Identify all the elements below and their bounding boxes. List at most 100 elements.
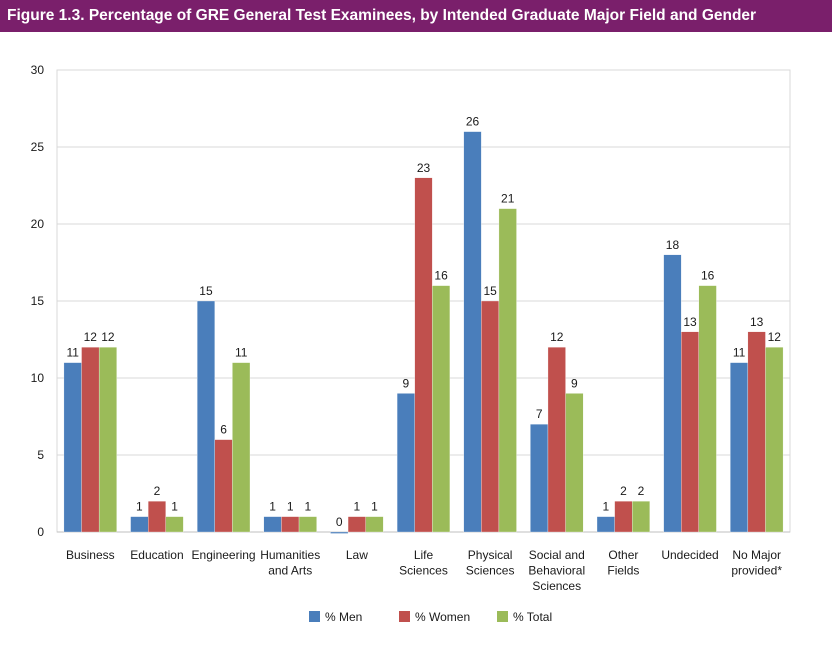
y-tick-label-0: 0 xyxy=(37,525,44,539)
data-label-men-engineering: 15 xyxy=(199,284,213,298)
bar-total-social-and-behavioral-sciences xyxy=(565,393,584,533)
data-label-women-law: 1 xyxy=(354,500,361,514)
data-label-women-undecided: 13 xyxy=(683,315,697,329)
legend-label-women: % Women xyxy=(415,610,470,624)
y-tick-label-10: 10 xyxy=(31,371,45,385)
data-label-women-other-fields: 2 xyxy=(620,484,627,498)
data-label-total-engineering: 11 xyxy=(235,346,248,360)
bar-women-physical-sciences xyxy=(481,300,500,533)
x-tick-label-humanities-and-arts-line1: Humanities xyxy=(260,548,320,562)
data-label-women-engineering: 6 xyxy=(220,423,227,437)
bar-total-business xyxy=(98,347,117,533)
bar-total-other-fields xyxy=(632,501,650,533)
bar-total-life-sciences xyxy=(432,285,451,533)
data-label-women-physical-sciences: 15 xyxy=(483,284,497,298)
bar-men-undecided xyxy=(663,254,682,533)
data-label-total-education: 1 xyxy=(171,500,178,514)
bar-women-law xyxy=(347,516,366,533)
x-tick-label-social-and-behavioral-sciences-line1: Social and xyxy=(529,548,585,562)
y-tick-label-15: 15 xyxy=(31,294,45,308)
x-tick-label-life-sciences-line2: Sciences xyxy=(399,564,448,578)
bar-total-physical-sciences xyxy=(498,208,517,533)
bar-total-education xyxy=(165,516,184,533)
x-tick-label-undecided-line1: Undecided xyxy=(661,548,718,562)
bar-men-no-major-provided xyxy=(730,362,749,533)
data-label-men-no-major-provided: 11 xyxy=(733,346,746,360)
x-tick-label-other-fields-line1: Other xyxy=(608,548,638,562)
data-label-total-physical-sciences: 21 xyxy=(501,192,515,206)
bar-men-social-and-behavioral-sciences xyxy=(530,424,549,533)
legend-swatch-total xyxy=(497,611,508,622)
data-label-total-no-major-provided: 12 xyxy=(768,330,782,344)
bar-men-business xyxy=(63,362,82,533)
data-label-total-other-fields: 2 xyxy=(638,484,645,498)
x-tick-label-life-sciences-line1: Life xyxy=(414,548,434,562)
data-label-men-undecided: 18 xyxy=(666,238,680,252)
data-label-total-humanities-and-arts: 1 xyxy=(304,500,311,514)
data-label-men-humanities-and-arts: 1 xyxy=(269,500,276,514)
bar-women-business xyxy=(81,347,100,533)
bar-women-life-sciences xyxy=(414,177,433,533)
bar-women-undecided xyxy=(681,331,699,533)
data-label-women-life-sciences: 23 xyxy=(417,161,431,175)
x-tick-label-physical-sciences-line2: Sciences xyxy=(466,564,515,578)
data-label-women-business: 12 xyxy=(84,330,98,344)
figure-title: Figure 1.3. Percentage of GRE General Te… xyxy=(0,0,832,32)
legend-label-total: % Total xyxy=(513,610,552,624)
x-tick-label-social-and-behavioral-sciences-line3: Sciences xyxy=(532,579,581,593)
bar-men-law xyxy=(330,531,349,534)
data-label-men-other-fields: 1 xyxy=(602,500,609,514)
bar-women-humanities-and-arts xyxy=(281,516,300,533)
x-tick-label-engineering-line1: Engineering xyxy=(192,548,256,562)
bar-total-undecided xyxy=(698,285,717,533)
data-label-total-business: 12 xyxy=(101,330,115,344)
data-label-men-life-sciences: 9 xyxy=(403,376,410,390)
y-tick-label-5: 5 xyxy=(37,448,44,462)
data-label-men-education: 1 xyxy=(136,500,143,514)
data-label-total-life-sciences: 16 xyxy=(434,269,448,283)
data-label-women-social-and-behavioral-sciences: 12 xyxy=(550,330,564,344)
y-tick-label-20: 20 xyxy=(31,217,45,231)
chart-area: 0 5 10 15 20 25 30 11 12 12 Business 1 2 1 Education 15… xyxy=(0,32,832,643)
bar-women-social-and-behavioral-sciences xyxy=(547,347,566,533)
data-label-total-undecided: 16 xyxy=(701,269,715,283)
data-label-men-social-and-behavioral-sciences: 7 xyxy=(536,407,543,421)
bar-men-education xyxy=(130,516,149,533)
x-tick-label-education-line1: Education xyxy=(130,548,183,562)
data-label-women-humanities-and-arts: 1 xyxy=(287,500,294,514)
bar-women-education xyxy=(148,501,166,533)
y-tick-label-25: 25 xyxy=(31,140,45,154)
bar-women-no-major-provided xyxy=(747,331,766,533)
x-tick-label-no-major-provided-line1: No Major xyxy=(732,548,781,562)
bar-total-humanities-and-arts xyxy=(298,516,317,533)
bar-men-engineering xyxy=(197,300,215,533)
data-label-women-no-major-provided: 13 xyxy=(750,315,764,329)
bar-men-humanities-and-arts xyxy=(263,516,282,533)
data-label-total-law: 1 xyxy=(371,500,378,514)
legend-swatch-men xyxy=(309,611,320,622)
x-tick-label-law-line1: Law xyxy=(346,548,368,562)
bar-men-life-sciences xyxy=(396,393,415,533)
data-label-men-business: 11 xyxy=(66,346,79,360)
bar-men-physical-sciences xyxy=(463,131,482,533)
bar-total-no-major-provided xyxy=(765,347,784,533)
bar-women-other-fields xyxy=(614,501,633,533)
x-tick-label-other-fields-line2: Fields xyxy=(607,564,639,578)
x-tick-label-no-major-provided-line2: provided* xyxy=(731,564,782,578)
bar-women-engineering xyxy=(214,439,233,533)
bar-total-law xyxy=(365,516,384,533)
data-label-men-law: 0 xyxy=(336,515,343,529)
legend-label-men: % Men xyxy=(325,610,362,624)
x-tick-label-humanities-and-arts-line2: and Arts xyxy=(268,564,312,578)
legend-swatch-women xyxy=(399,611,410,622)
data-label-women-education: 2 xyxy=(154,484,161,498)
data-label-men-physical-sciences: 26 xyxy=(466,115,480,129)
x-tick-label-social-and-behavioral-sciences-line2: Behavioral xyxy=(528,564,585,578)
bar-men-other-fields xyxy=(596,516,615,533)
y-tick-label-30: 30 xyxy=(31,63,45,77)
data-label-total-social-and-behavioral-sciences: 9 xyxy=(571,376,578,390)
x-tick-label-physical-sciences-line1: Physical xyxy=(468,548,513,562)
bar-total-engineering xyxy=(232,362,251,533)
x-tick-label-business-line1: Business xyxy=(66,548,115,562)
